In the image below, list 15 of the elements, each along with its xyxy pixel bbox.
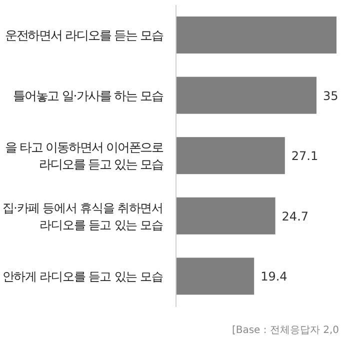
data-label: 27.1 xyxy=(291,149,318,164)
bar xyxy=(176,76,316,114)
data-label: 19.4 xyxy=(260,270,288,284)
y-tick-label: 틀어놓고 일·가사를 하는 모습 xyxy=(13,88,164,103)
y-tick-label: 을 타고 이동하면서 이어폰으로 라디오를 듣고 있는 모습 xyxy=(4,140,164,172)
bar xyxy=(176,137,285,174)
bar xyxy=(176,16,336,54)
text: [Base : 전체응답자 2,0 xyxy=(232,325,339,336)
bar xyxy=(176,258,254,295)
bar xyxy=(176,197,276,234)
y-tick-label: 안하게 라디오를 듣고 있는 모습 xyxy=(2,270,164,284)
y-tick-label: 운전하면서 라디오를 듣는 모습 xyxy=(4,28,164,42)
y-tick-label: 집·카페 등에서 휴식을 취하면서 라디오를 듣고 있는 모습 xyxy=(2,200,164,232)
data-label: 35 xyxy=(323,88,338,103)
data-label: 24.7 xyxy=(282,209,309,224)
